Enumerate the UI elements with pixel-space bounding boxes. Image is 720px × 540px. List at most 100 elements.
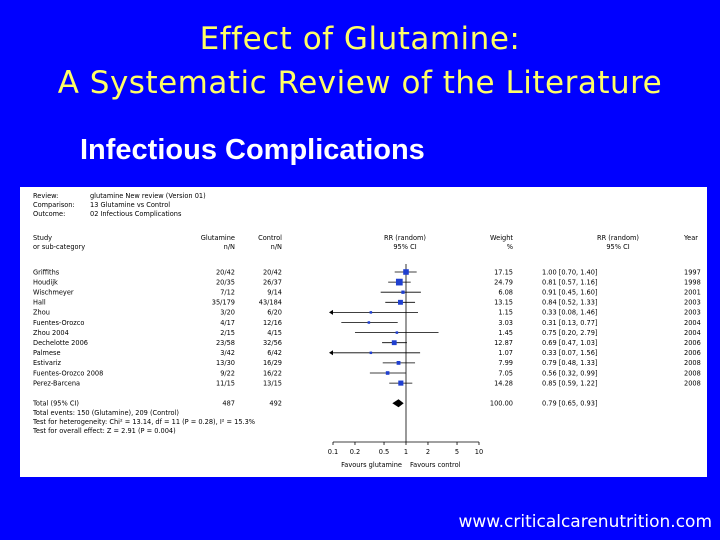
study-year: 2006 xyxy=(684,349,701,357)
study-point xyxy=(385,371,390,375)
total-weight: 100.00 xyxy=(490,400,513,408)
study-name: Griffiths xyxy=(33,268,60,276)
control-events: 4/15 xyxy=(267,329,282,337)
study-point xyxy=(396,360,401,365)
study-name: Hall xyxy=(33,299,46,307)
study-point xyxy=(395,331,399,334)
study-name: Fuentes-Orozco 2008 xyxy=(33,369,103,377)
study-weight: 7.99 xyxy=(498,359,513,367)
study-name: Zhou 2004 xyxy=(33,329,69,337)
study-name: Zhou xyxy=(33,309,50,317)
x-tick-label: 10 xyxy=(475,448,483,456)
control-events: 32/56 xyxy=(263,339,282,347)
header-rr-text: 95% CI xyxy=(606,243,629,251)
x-tick-label: 0.2 xyxy=(350,448,361,456)
x-tick-label: 0.1 xyxy=(328,448,339,456)
study-name: Perez-Barcena xyxy=(33,379,80,387)
study-ci-text: 0.33 [0.08, 1.46] xyxy=(542,309,597,317)
study-ci-text: 1.00 [0.70, 1.40] xyxy=(542,268,597,276)
glutamine-events: 20/42 xyxy=(216,268,235,276)
study-year: 2006 xyxy=(684,339,701,347)
study-point xyxy=(398,299,403,305)
meta-value: 02 Infectious Complications xyxy=(90,210,182,218)
glutamine-events: 35/179 xyxy=(212,299,235,307)
study-year: 2003 xyxy=(684,299,701,307)
study-ci-text: 0.79 [0.48, 1.33] xyxy=(542,359,597,367)
control-events: 43/184 xyxy=(259,299,282,307)
header-control: n/N xyxy=(271,243,282,251)
header-glutamine: n/N xyxy=(224,243,235,251)
header-weight: % xyxy=(507,243,513,251)
x-tick-label: 1 xyxy=(404,448,408,456)
header-weight: Weight xyxy=(490,234,513,242)
glutamine-events: 23/58 xyxy=(216,339,235,347)
glutamine-events: 13/30 xyxy=(216,359,235,367)
study-year: 2008 xyxy=(684,359,701,367)
study-year: 2003 xyxy=(684,309,701,317)
header-study: or sub-category xyxy=(33,243,85,251)
total-ci-text: 0.79 [0.65, 0.93] xyxy=(542,400,597,408)
study-year: 2004 xyxy=(684,329,701,337)
control-events: 26/37 xyxy=(263,278,282,286)
header-glutamine: Glutamine xyxy=(201,234,235,242)
glutamine-events: 11/15 xyxy=(216,379,235,387)
study-weight: 7.05 xyxy=(498,369,513,377)
x-tick-label: 2 xyxy=(426,448,430,456)
study-name: Fuentes-Orozco xyxy=(33,319,84,327)
meta-label: Comparison: xyxy=(33,201,75,209)
header-study: Study xyxy=(33,234,52,242)
control-events: 6/42 xyxy=(267,349,282,357)
study-ci-text: 0.75 [0.20, 2.79] xyxy=(542,329,597,337)
study-weight: 6.08 xyxy=(498,289,513,297)
control-events: 16/22 xyxy=(263,369,282,377)
header-rr-text: RR (random) xyxy=(597,234,639,242)
study-name: Dechelotte 2006 xyxy=(33,339,88,347)
study-weight: 13.15 xyxy=(494,299,513,307)
study-point xyxy=(398,380,404,386)
control-events: 20/42 xyxy=(263,268,282,276)
summary-note: Total events: 150 (Glutamine), 209 (Cont… xyxy=(32,409,179,417)
study-year: 1997 xyxy=(684,268,701,276)
header-year: Year xyxy=(683,234,698,242)
control-events: 16/29 xyxy=(263,359,282,367)
control-events: 12/16 xyxy=(263,319,282,327)
ci-arrow-left xyxy=(329,309,333,315)
study-point xyxy=(395,278,403,286)
control-events: 9/14 xyxy=(267,289,282,297)
total-label: Total (95% CI) xyxy=(32,400,79,408)
study-name: Houdijk xyxy=(33,278,58,286)
study-name: Palmese xyxy=(33,349,61,357)
favours-left-label: Favours glutamine xyxy=(341,461,402,469)
total-control: 492 xyxy=(269,400,282,408)
study-ci-text: 0.84 [0.52, 1.33] xyxy=(542,299,597,307)
slide-title-line1: Effect of Glutamine: xyxy=(199,21,521,57)
slide-title-line2: A Systematic Review of the Literature xyxy=(57,65,663,101)
glutamine-events: 4/17 xyxy=(220,319,235,327)
meta-value: 13 Glutamine vs Control xyxy=(90,201,170,209)
header-rr-plot: RR (random) xyxy=(384,234,426,242)
total-glutamine: 487 xyxy=(222,400,235,408)
study-weight: 14.28 xyxy=(494,379,513,387)
study-ci-text: 0.56 [0.32, 0.99] xyxy=(542,369,597,377)
summary-note: Test for overall effect: Z = 2.91 (P = 0… xyxy=(32,427,176,435)
study-year: 1998 xyxy=(684,278,701,286)
header-rr-plot: 95% CI xyxy=(393,243,416,251)
study-point xyxy=(369,351,373,355)
study-point xyxy=(401,290,405,294)
summary-note: Test for heterogeneity: Chi² = 13.14, df… xyxy=(32,418,255,426)
study-ci-text: 0.69 [0.47, 1.03] xyxy=(542,339,597,347)
glutamine-events: 3/42 xyxy=(220,349,235,357)
study-name: Estivariz xyxy=(33,359,62,367)
glutamine-events: 3/20 xyxy=(220,309,235,317)
study-year: 2001 xyxy=(684,289,701,297)
forest-plot-panel: Review: glutamine New review (Version 01)… xyxy=(20,187,707,477)
glutamine-events: 7/12 xyxy=(220,289,235,297)
glutamine-events: 20/35 xyxy=(216,278,235,286)
favours-right-label: Favours control xyxy=(410,461,461,469)
study-ci-text: 0.81 [0.57, 1.16] xyxy=(542,278,597,286)
study-point xyxy=(369,311,373,314)
meta-label: Review: xyxy=(33,192,58,200)
header-control: Control xyxy=(258,234,282,242)
study-year: 2008 xyxy=(684,379,701,387)
study-ci-text: 0.31 [0.13, 0.77] xyxy=(542,319,597,327)
